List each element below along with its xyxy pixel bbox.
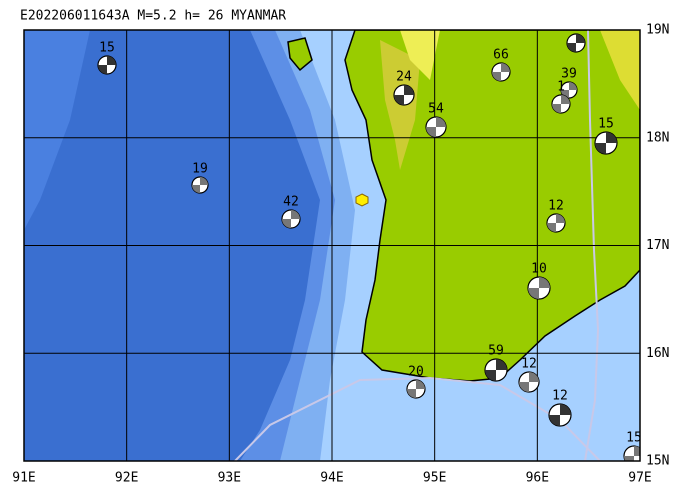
beachball-quadrant: [561, 82, 577, 98]
depth-label: 1: [557, 80, 565, 95]
beachball-quadrant: [426, 117, 446, 137]
beachball-quadrant: [547, 214, 565, 232]
land: [344, 30, 640, 382]
depth-label: 24: [396, 70, 412, 85]
lat-label: 18N: [646, 130, 669, 145]
epicenter: [355, 193, 369, 207]
lon-label: 93E: [218, 471, 241, 486]
axis-labels: 91E 92E 93E 94E 95E 96E 97E 19N 18N 17N 16N 15N: [12, 23, 669, 486]
lon-label: 94E: [320, 471, 343, 486]
beachball: 24: [393, 70, 415, 106]
beachball-quadrant: [567, 34, 585, 52]
lon-label: 91E: [12, 471, 35, 486]
beachball: 15: [97, 41, 117, 75]
beachball-quadrant: [552, 95, 570, 113]
beachball-quadrant: [485, 359, 507, 381]
beachball: 66: [491, 48, 511, 82]
depth-label: 15: [626, 431, 642, 446]
beachball-quadrant: [528, 277, 550, 299]
lat-label: 17N: [646, 238, 669, 253]
island: [287, 37, 313, 72]
grid: [24, 30, 640, 461]
lon-label: 95E: [423, 471, 446, 486]
highland: [600, 30, 640, 110]
lat-label: 19N: [646, 23, 669, 38]
beachball-quadrant: [407, 380, 425, 398]
border: [584, 30, 600, 461]
beachball: 15: [594, 117, 618, 155]
beachball: 39: [560, 67, 578, 99]
beachball: 20: [406, 365, 426, 399]
beachball-quadrant: [549, 404, 571, 426]
lon-label: 97E: [628, 471, 651, 486]
lon-label: 92E: [115, 471, 138, 486]
frame: [23, 29, 641, 462]
depth-label: 19: [192, 162, 208, 177]
depth-label: 66: [493, 48, 509, 63]
depth-label: 49: [568, 19, 584, 34]
map-area: 15 19 42 24 54 66 49 391 15 12 10 59 12 20 12 15: [24, 19, 642, 461]
beachball-quadrant: [394, 85, 414, 105]
beachball-quadrant: [624, 446, 640, 461]
depth-label: 15: [99, 41, 115, 56]
beachball: 10: [527, 262, 551, 300]
beachball: 12: [548, 389, 572, 427]
lat-label: 15N: [646, 454, 669, 469]
beachball: 59: [484, 344, 508, 382]
depth-label: 39: [561, 67, 577, 82]
depth-label: 59: [488, 344, 504, 359]
depth-label: 15: [598, 117, 614, 132]
beachball: 49: [566, 19, 586, 53]
beachball-quadrant: [492, 63, 510, 81]
beachball: 42: [281, 195, 301, 229]
depth-label: 12: [548, 199, 564, 214]
beachball-quadrant: [519, 372, 539, 392]
depth-label: 42: [283, 195, 299, 210]
depth-label: 10: [531, 262, 547, 277]
beachball: 1: [551, 80, 571, 114]
beachball: 15: [623, 431, 642, 461]
beachball: 12: [518, 357, 540, 393]
highland: [400, 30, 440, 80]
lon-label: 96E: [526, 471, 549, 486]
beachball: 19: [191, 162, 209, 194]
beachball: 54: [425, 102, 447, 138]
sea-layer: [24, 30, 90, 230]
events: 15 19 42 24 54 66 49 391 15 12 10 59 12 20 12 15: [97, 19, 642, 461]
beachball-quadrant: [192, 177, 208, 193]
beachball: 12: [546, 199, 566, 233]
map-title: E202206011643A M=5.2 h= 26 MYANMAR: [20, 9, 286, 24]
beachball-quadrant: [595, 132, 617, 154]
depth-label: 12: [552, 389, 568, 404]
depth-label: 54: [428, 102, 444, 117]
depth-label: 20: [408, 365, 424, 380]
beachball-quadrant: [98, 56, 116, 74]
beachball-quadrant: [282, 210, 300, 228]
lat-label: 16N: [646, 346, 669, 361]
highland: [380, 40, 420, 170]
depth-label: 12: [521, 357, 537, 372]
